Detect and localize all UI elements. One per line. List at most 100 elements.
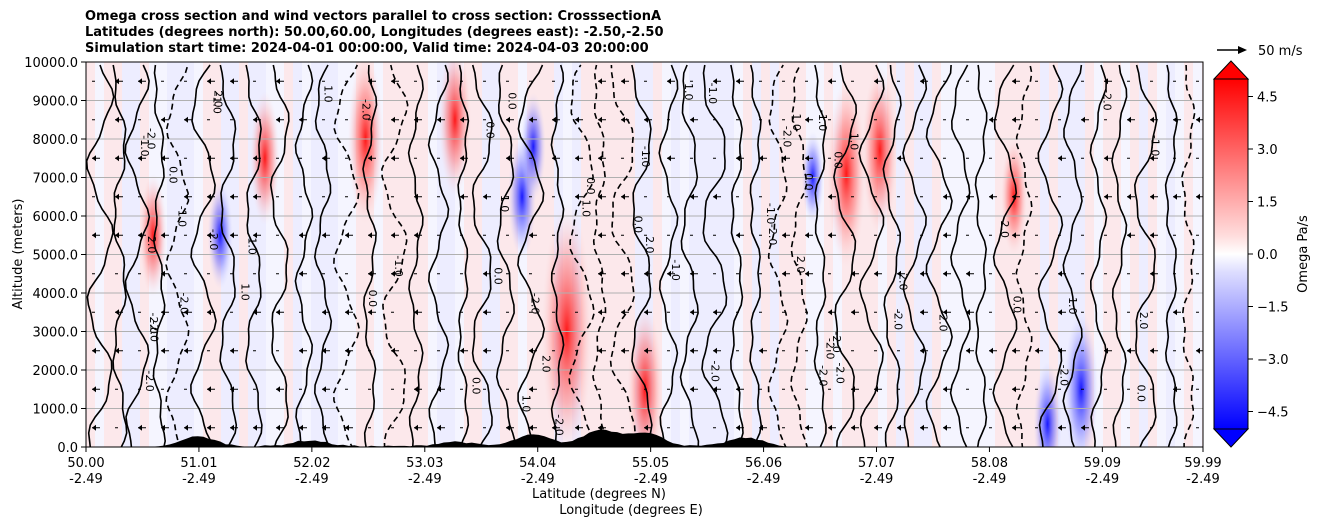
wind-vector-head: [598, 347, 602, 354]
wind-vector-head: [713, 347, 717, 354]
wind-vector-head: [575, 193, 579, 200]
colorbar-tick-label: 1.5: [1257, 196, 1278, 211]
contour-line: [568, 64, 596, 447]
wind-vector-head: [851, 270, 855, 277]
wind-vector-head: [667, 270, 671, 277]
negative-omega-region: [520, 92, 546, 201]
y-tick-label: 10000.0: [24, 56, 78, 71]
wind-vector-head: [161, 116, 165, 123]
contour-label: 0.0: [366, 290, 379, 308]
contour-label: 0.0: [167, 166, 180, 184]
contour-label: -2.0: [177, 293, 190, 314]
wind-vector-head: [851, 309, 855, 316]
wind-vector-head: [874, 270, 878, 277]
wind-vector-head: [598, 78, 602, 85]
wind-vector-head: [437, 116, 441, 123]
wind-vector-head: [1173, 386, 1177, 393]
wind-vector-head: [874, 78, 878, 85]
x-tick-label-lon: -2.49: [69, 472, 103, 487]
contour-line: [658, 64, 679, 447]
wind-vector-head: [506, 424, 510, 431]
wind-vector-head: [1104, 347, 1108, 354]
contour-label: 1.0: [790, 113, 803, 130]
wind-vector-head: [851, 424, 855, 431]
contour-label: -1.0: [706, 83, 719, 104]
wind-vector-head: [529, 116, 533, 123]
wind-vector-head: [230, 424, 234, 431]
wind-vector-head: [828, 309, 832, 316]
contour-label: -2.0: [937, 310, 950, 331]
contour-line: [858, 64, 885, 447]
wind-vector-head: [276, 116, 280, 123]
wind-vector-head: [1058, 424, 1062, 431]
x-tick-label-lat: 59.09: [1084, 456, 1121, 471]
plot-area: 0.01.0-1.0 -1.0-2.0-2.01.00.02.0 -2.01.02.…: [86, 62, 1203, 447]
wind-vector-head: [1127, 193, 1131, 200]
wind-vector-head: [851, 386, 855, 393]
wind-vector-head: [161, 309, 165, 316]
wind-vector-head: [759, 155, 763, 162]
wind-vector-head: [782, 270, 786, 277]
wind-vector-head: [460, 155, 464, 162]
wind-vector-head: [529, 386, 533, 393]
wind-vector-head: [644, 424, 648, 431]
wind-vector-head: [1150, 347, 1154, 354]
x-axis-label-lon: Longitude (degrees E): [559, 503, 703, 518]
contour-label: 0.0: [584, 177, 597, 195]
positive-omega-region: [438, 62, 471, 196]
wind-vector-head: [1173, 193, 1177, 200]
y-tick-label: 6000.0: [33, 210, 79, 225]
contour-label: 2.0: [145, 236, 158, 254]
contour-line: [124, 64, 151, 447]
contour-label: -1.0: [764, 203, 777, 224]
y-tick-label: 8000.0: [33, 133, 79, 148]
contour-line: [1037, 64, 1064, 447]
wind-vector-head: [161, 424, 165, 431]
vector-key-arrowhead-icon: [1238, 46, 1247, 54]
wind-vector-head: [276, 309, 280, 316]
contour-label: 1.0: [239, 283, 252, 301]
wind-vector-head: [529, 424, 533, 431]
wind-vector-head: [414, 116, 418, 123]
wind-vector-head: [598, 116, 602, 123]
wind-vector-head: [897, 424, 901, 431]
wind-vector-head: [1058, 155, 1062, 162]
wind-vector-head: [368, 232, 372, 239]
wind-vector-head: [805, 232, 809, 239]
wind-vector-head: [713, 386, 717, 393]
wind-vector-head: [1012, 78, 1016, 85]
x-tick-label-lon: -2.49: [860, 472, 894, 487]
wind-vector-head: [230, 193, 234, 200]
wind-vector-head: [1127, 232, 1131, 239]
positive-omega-region: [627, 304, 663, 447]
x-tick-label-lat: 59.99: [1184, 456, 1221, 471]
wind-vector-head: [506, 155, 510, 162]
wind-vector-head: [253, 232, 257, 239]
wind-vector-head: [345, 424, 349, 431]
wind-vector-head: [598, 270, 602, 277]
wind-vector-head: [207, 386, 211, 393]
wind-vector-head: [782, 232, 786, 239]
wind-vector-head: [1058, 270, 1062, 277]
colorbar-tick-label: 4.5: [1257, 91, 1278, 106]
wind-vector-head: [345, 347, 349, 354]
wind-vector-head: [414, 386, 418, 393]
wind-vector-head: [483, 193, 487, 200]
x-tick-label-lon: -2.49: [521, 472, 555, 487]
wind-vector-head: [1081, 116, 1085, 123]
contour-label: 1.0: [579, 200, 592, 218]
contour-line: [407, 64, 424, 447]
title-line-1: Omega cross section and wind vectors par…: [85, 9, 662, 24]
contour-line: [925, 64, 953, 447]
wind-vector-head: [1012, 347, 1016, 354]
contour-line: [813, 64, 827, 447]
wind-vector-head: [713, 78, 717, 85]
wind-vector-head: [483, 309, 487, 316]
wind-vector-head: [713, 193, 717, 200]
contour-label: 0.0: [802, 173, 815, 191]
contour-label: -1.0: [210, 92, 223, 113]
wind-vector-head: [1196, 116, 1200, 123]
contour-line: [992, 64, 1018, 447]
wind-vector-head: [161, 270, 165, 277]
wind-vector-head: [161, 232, 165, 239]
